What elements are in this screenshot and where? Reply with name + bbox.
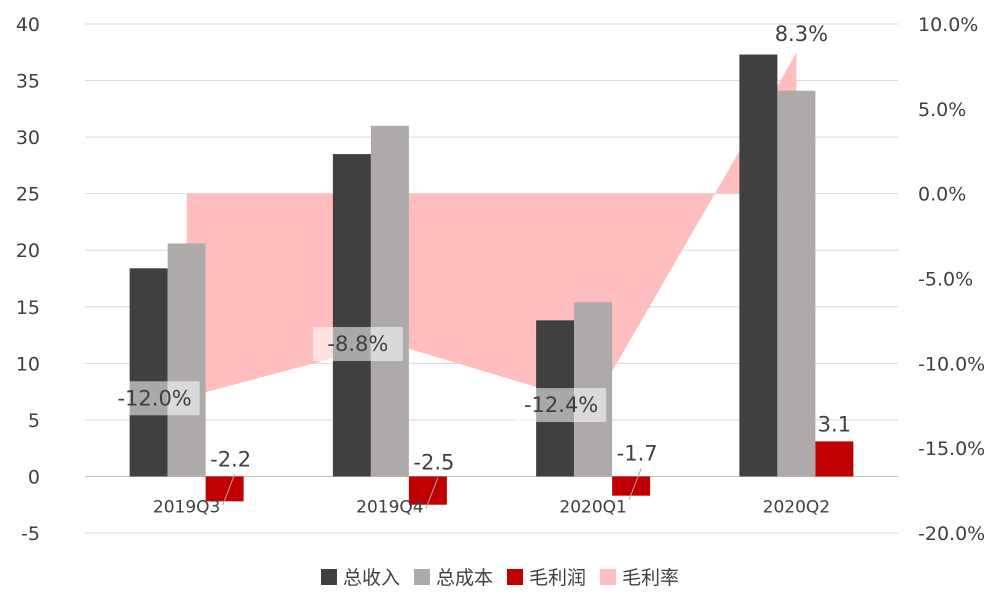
right-axis-tick: -20.0% <box>918 523 985 545</box>
gross-profit-data-label: -1.7 <box>617 442 658 466</box>
legend-swatch-gross-margin <box>600 568 617 585</box>
right-axis-tick: 10.0% <box>918 14 978 36</box>
legend-swatch-cost <box>413 568 430 585</box>
category-label: 2020Q2 <box>763 497 830 517</box>
legend-swatch-gross-profit <box>507 568 523 585</box>
gross-profit-leader-line <box>425 477 439 509</box>
gross-margin-label-bg <box>516 388 607 423</box>
gross-profit-leader-line <box>628 468 642 500</box>
left-axis-tick: 40 <box>16 14 40 36</box>
gross-profit-data-label: -2.5 <box>413 451 454 475</box>
left-axis-tick: 35 <box>16 71 40 93</box>
gross-profit-leader-line <box>222 474 236 506</box>
right-axis-tick: 5.0% <box>918 99 966 121</box>
gross-margin-data-label: -8.8% <box>327 332 388 356</box>
right-axis-tick: -10.0% <box>918 353 985 375</box>
bar-gross-profit <box>612 476 651 496</box>
gross-margin-label-bg <box>109 381 200 416</box>
legend-label-cost: 总成本 <box>435 567 493 589</box>
left-axis-tick: -5 <box>21 523 40 545</box>
right-axis-tick: -15.0% <box>918 438 985 460</box>
category-label: 2020Q1 <box>559 497 626 517</box>
legend-label-revenue: 总收入 <box>342 567 400 589</box>
right-axis-tick: -5.0% <box>918 269 973 291</box>
bar-revenue <box>739 54 778 477</box>
left-axis-tick: 10 <box>16 353 40 375</box>
left-axis-tick: 30 <box>16 127 40 149</box>
legend-swatch-revenue <box>320 568 337 585</box>
gross-profit-data-label: 3.1 <box>818 412 851 436</box>
combo-chart: -5 0 5 10 15 20 25 30 35 40 -20.0% -15.0% -10.0% -5.0… <box>16 14 985 545</box>
left-axis-tick: 15 <box>16 297 40 319</box>
legend-item-gross-margin: 毛利率 <box>600 563 679 590</box>
left-axis-tick: 25 <box>16 184 40 206</box>
legend-item-gross-profit: 毛利润 <box>507 563 586 590</box>
bar-revenue <box>332 154 371 477</box>
left-axis-tick: 20 <box>16 240 40 262</box>
left-axis-tick: 0 <box>28 466 40 488</box>
chart-legend: 总收入 总成本 毛利润 毛利率 <box>0 563 1000 590</box>
bar-gross-profit <box>205 476 244 502</box>
gross-margin-data-label: 8.3% <box>775 22 828 46</box>
right-axis-tick: 0.0% <box>918 184 966 206</box>
gross-margin-area <box>186 52 797 405</box>
legend-item-revenue: 总收入 <box>320 563 400 590</box>
bar-cost <box>777 90 816 477</box>
legend-label-gross-margin: 毛利率 <box>622 567 680 589</box>
left-axis-tick: 5 <box>28 410 40 432</box>
bar-cost <box>167 243 206 477</box>
category-label: 2019Q4 <box>356 497 423 517</box>
bar-cost <box>370 125 409 477</box>
gross-profit-data-label: -2.2 <box>210 447 251 471</box>
legend-item-cost: 总成本 <box>413 563 493 590</box>
gross-margin-label-bg <box>312 326 403 361</box>
bar-gross-profit <box>815 441 854 477</box>
bar-gross-profit <box>408 476 447 505</box>
category-label: 2019Q3 <box>153 497 220 517</box>
bar-revenue <box>129 268 168 477</box>
legend-label-gross-profit: 毛利润 <box>529 567 587 589</box>
gross-margin-data-label: -12.4% <box>524 393 598 417</box>
gross-margin-data-label: -12.0% <box>117 386 191 410</box>
